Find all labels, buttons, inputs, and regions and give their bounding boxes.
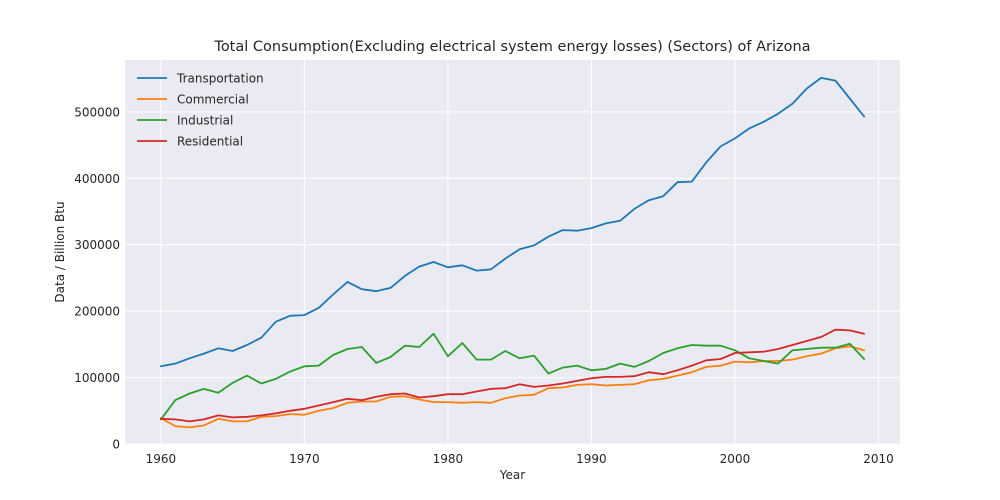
grid [125,60,900,445]
x-tick-label: 2000 [720,452,751,466]
series-line-commercial [159,345,865,429]
y-axis-ticks: 0 100000 200000 300000 400000 500000 [74,105,120,451]
series-line-residential [159,328,865,423]
legend-label: Commercial [177,93,249,107]
y-tick-label: 400000 [74,172,120,186]
x-tick-label: 1980 [433,452,464,466]
series-line-transportation [159,77,865,368]
legend-label: Residential [177,135,243,149]
series-lines [159,77,865,429]
legend-label: Transportation [176,72,264,86]
chart-title: Total Consumption(Excluding electrical s… [213,39,810,55]
x-tick-label: 1970 [289,452,320,466]
y-tick-label: 300000 [74,238,120,252]
x-tick-label: 2010 [863,452,894,466]
x-axis-label: Year [499,468,525,482]
series-line-industrial [159,332,865,421]
x-tick-label: 1990 [576,452,607,466]
x-axis-ticks: 1960 1970 1980 1990 2000 2010 [146,452,894,466]
x-tick-label: 1960 [146,452,177,466]
y-axis-label: Data / Billion Btu [53,201,67,302]
legend-label: Industrial [177,114,233,128]
legend: Transportation Commercial Industrial Reside… [137,72,264,149]
y-tick-label: 0 [112,438,120,452]
y-tick-label: 200000 [74,305,120,319]
y-tick-label: 500000 [74,105,120,119]
y-tick-label: 100000 [74,371,120,385]
